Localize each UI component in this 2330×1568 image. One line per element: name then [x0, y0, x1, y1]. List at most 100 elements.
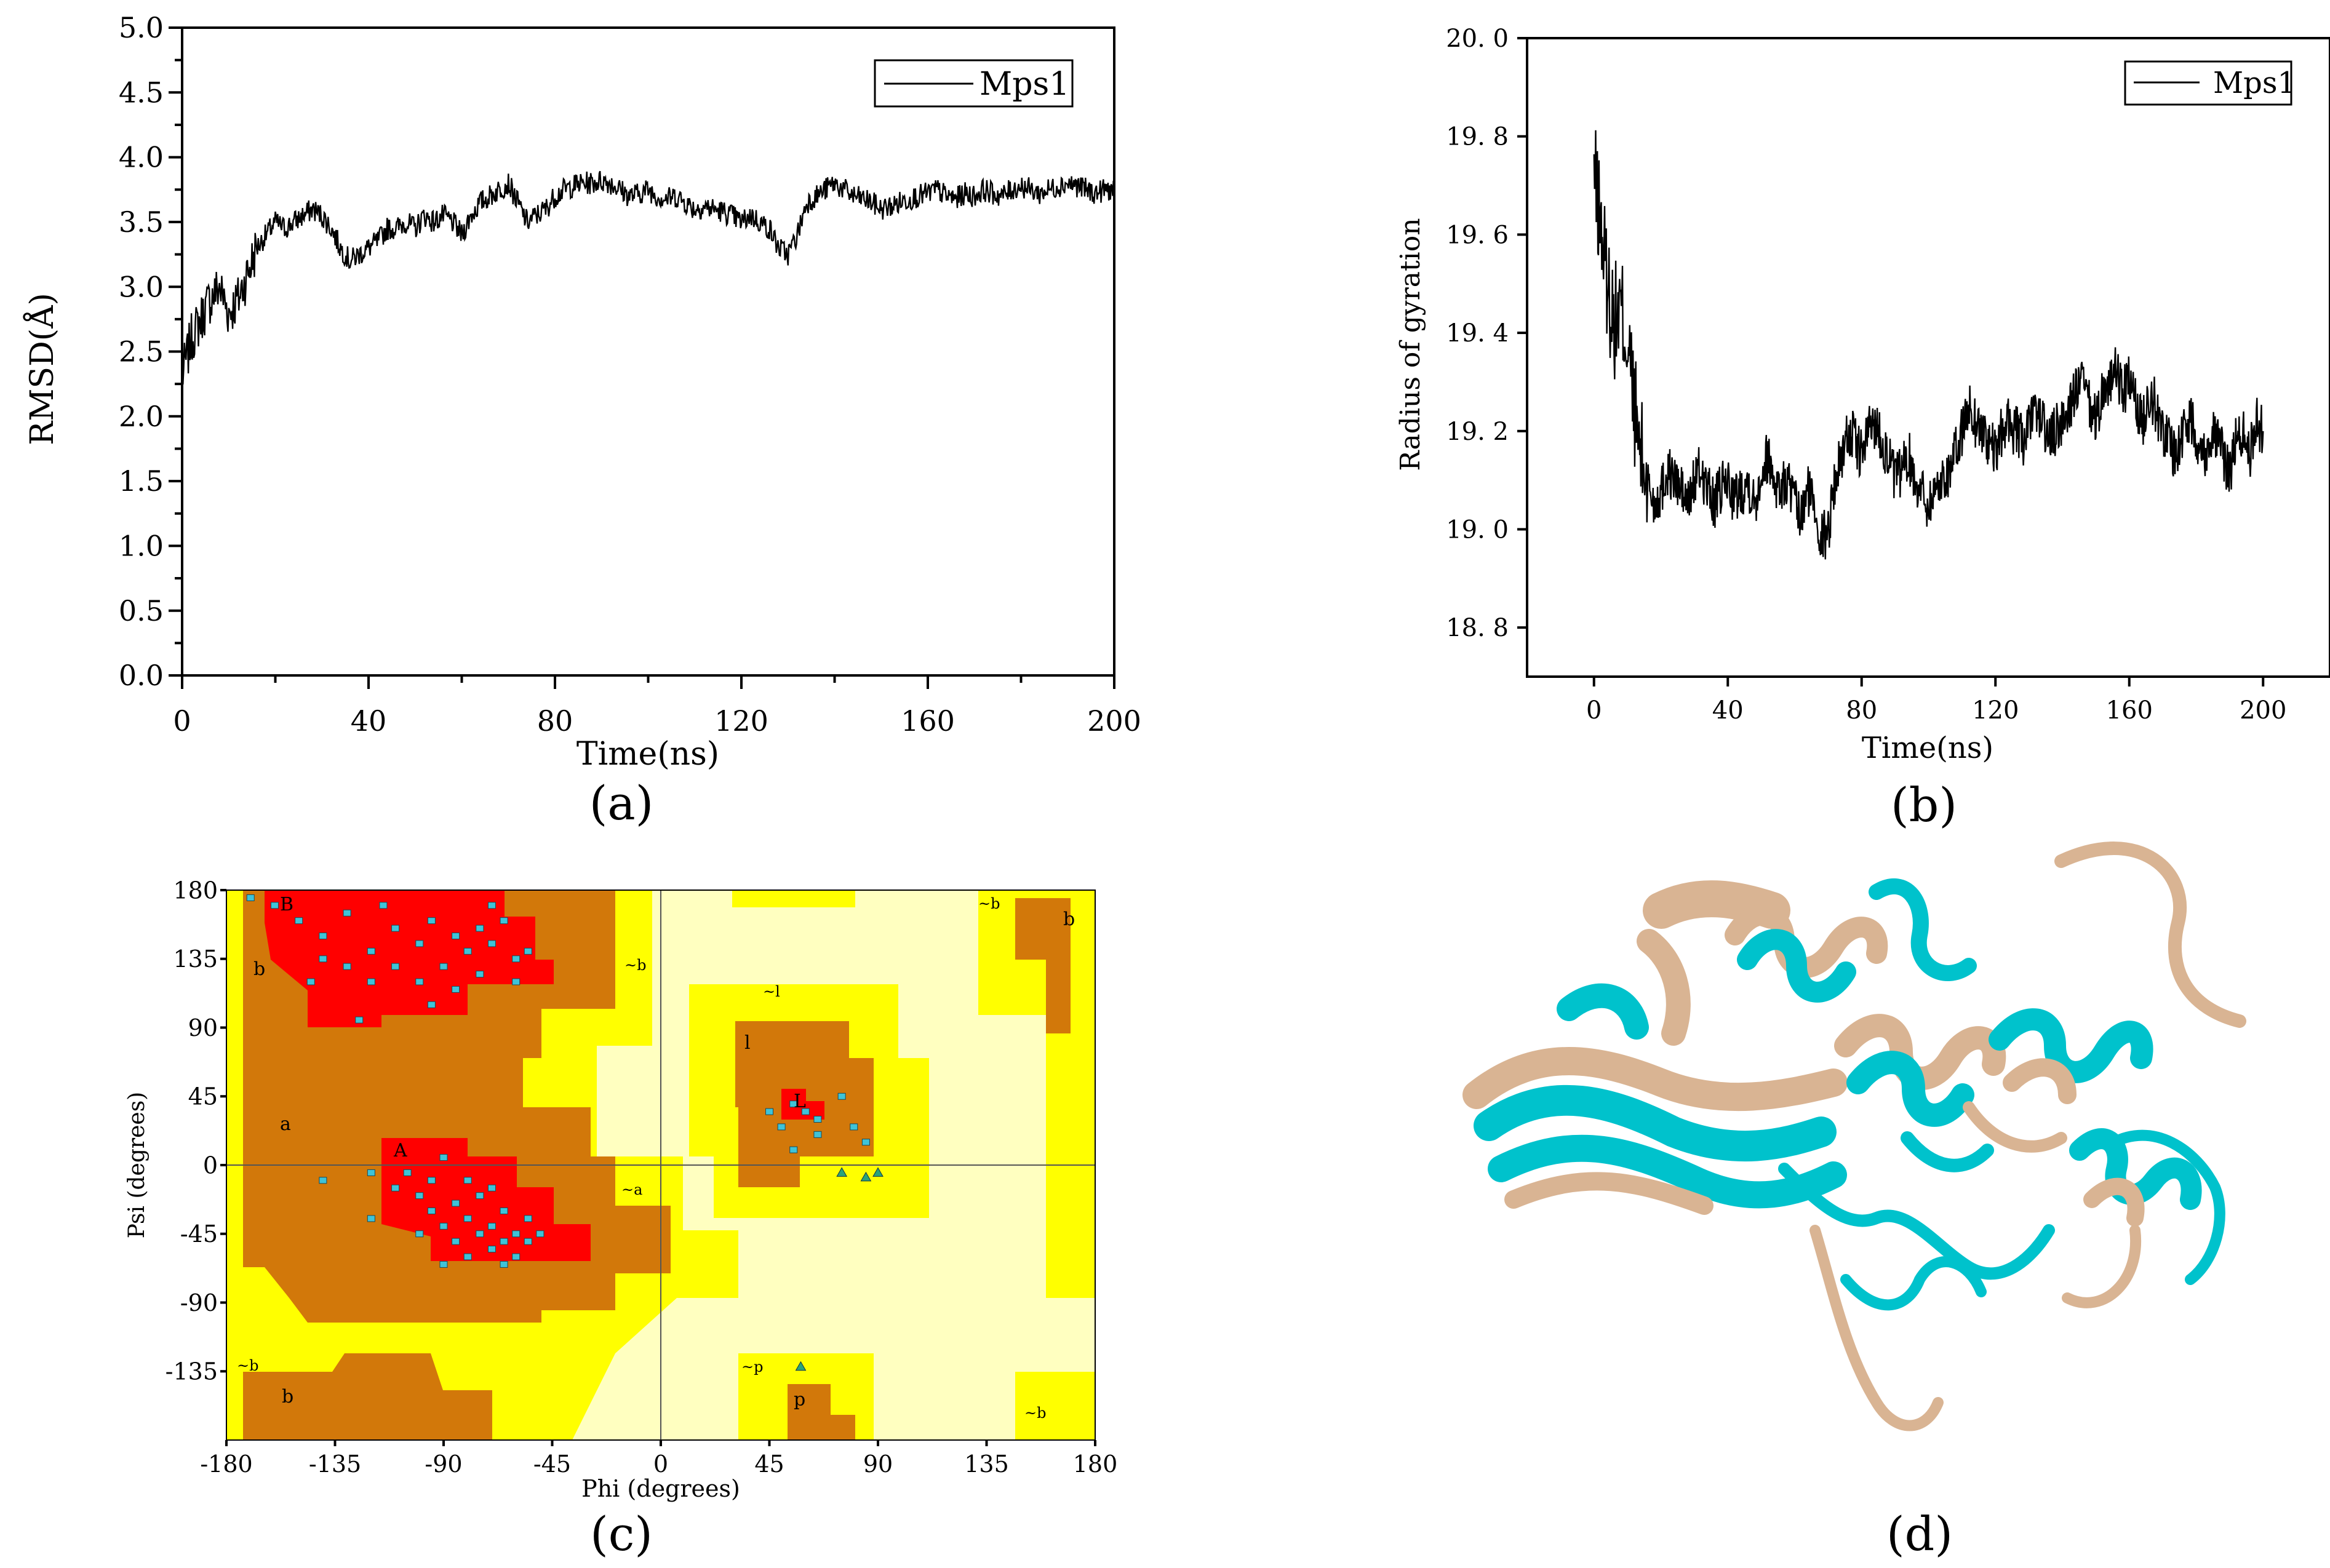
region-favoured-left-handed	[781, 1089, 824, 1120]
x-tick-label: 160	[2106, 696, 2153, 725]
region-label-L: L	[794, 1091, 806, 1112]
region-label-tilde-b: ~b	[624, 957, 646, 974]
x-tick-label: 45	[754, 1451, 784, 1478]
x-tick-label: 90	[863, 1451, 893, 1478]
panel-d: (d)	[1462, 842, 2246, 1561]
residue-point	[415, 978, 424, 985]
y-tick-label: 19. 6	[1446, 221, 1509, 249]
panel-d-caption: (d)	[1886, 1506, 1953, 1561]
region-label-p: p	[794, 1389, 805, 1411]
residue-point	[476, 925, 484, 932]
region-label-A: A	[393, 1140, 407, 1161]
residue-point	[476, 971, 484, 978]
residue-point	[837, 1092, 846, 1100]
residue-point	[367, 947, 375, 955]
x-tick-label: 40	[1712, 696, 1744, 725]
panel-c-ticks: -180 -135 -90 -45 0 45 90 135 180 -135 -90 -45 0 45 90…	[166, 877, 1118, 1478]
panel-a-x-label: Time(ns)	[577, 736, 719, 773]
panel-a-caption: (a)	[589, 776, 654, 830]
x-tick-label: -45	[533, 1451, 571, 1478]
residue-point	[367, 978, 375, 985]
x-tick-label: 80	[537, 704, 573, 738]
y-tick-label: 3.0	[119, 270, 164, 303]
residue-point	[306, 978, 315, 985]
residue-point	[463, 1177, 472, 1184]
region-label-tilde-b-lower-right: ~b	[1024, 1404, 1046, 1422]
residue-point	[295, 917, 303, 925]
region-label-tilde-b-right: ~b	[978, 895, 1000, 912]
residue-point	[452, 985, 460, 993]
residue-point	[512, 978, 521, 985]
residue-point	[391, 925, 400, 932]
x-tick-label: 200	[2240, 696, 2286, 725]
panel-b: 0 40 80 120 160 200 18. 8 19. 0 19. 2 19. 4 19. 6 1…	[1395, 25, 2330, 832]
residue-point	[270, 902, 279, 909]
residue-point	[367, 1215, 375, 1222]
residue-point	[476, 1230, 484, 1238]
panel-b-x-label: Time(ns)	[1862, 731, 1993, 765]
panel-b-frame	[1526, 37, 2330, 678]
residue-point	[524, 1215, 532, 1222]
region-label-b: b	[253, 958, 265, 980]
x-tick-label: 120	[1972, 696, 2019, 725]
residue-point	[487, 1222, 496, 1230]
residue-point	[476, 1192, 484, 1200]
y-tick-label: 1.5	[119, 464, 164, 498]
region-generous-bottom-right	[1015, 1372, 1095, 1440]
panel-a-ticks: 0 40 80 120 160 200 0.0 0.5 1.0 1.5 2.0 2.5 3.0 3.5 4.…	[119, 11, 1141, 738]
panel-b-legend: Mps1	[2124, 60, 2296, 106]
y-tick-label: 0.0	[119, 659, 164, 692]
residue-point	[343, 909, 351, 917]
panel-a-y-label: RMSD(Å)	[23, 293, 61, 445]
residue-point	[789, 1100, 798, 1108]
residue-point	[500, 1260, 508, 1268]
residue-point	[813, 1116, 822, 1123]
y-tick-label: 180	[173, 877, 218, 904]
y-tick-label: 135	[173, 945, 218, 973]
y-tick-label: -135	[166, 1358, 218, 1385]
x-tick-label: -180	[200, 1451, 252, 1478]
glycine-point	[860, 1171, 872, 1182]
panel-c-x-label: Phi (degrees)	[581, 1475, 740, 1502]
y-tick-label: 2.5	[119, 335, 164, 368]
y-tick-label: 1.0	[119, 530, 164, 563]
panel-a-legend: Mps1	[874, 59, 1074, 108]
residue-point	[487, 902, 496, 909]
rg-trace-line	[1593, 130, 2264, 560]
residue-point	[415, 1230, 424, 1238]
x-tick-label: 0	[1586, 696, 1602, 725]
region-favoured-beta	[265, 890, 554, 1027]
x-tick-label: 160	[901, 704, 955, 738]
residue-point	[439, 1154, 448, 1161]
panel-c: -180 -135 -90 -45 0 45 90 135 180 -135 -90 -45 0 45 90…	[124, 877, 1117, 1561]
panel-b-y-label: Radius of gyration	[1395, 218, 1426, 471]
rmsd-trace-line	[182, 170, 1114, 385]
residue-point	[524, 1238, 532, 1245]
y-tick-label: 19. 4	[1446, 319, 1509, 348]
y-tick-label: 45	[188, 1083, 218, 1110]
residue-point	[500, 1208, 508, 1214]
residue-point	[500, 917, 508, 925]
region-label-tilde-p: ~p	[741, 1358, 763, 1375]
residue-point	[777, 1123, 786, 1131]
residue-point	[500, 1238, 508, 1245]
region-label-b-right: b	[1063, 909, 1075, 930]
residue-point	[512, 1230, 521, 1238]
residue-point	[367, 1169, 375, 1176]
residue-point	[319, 933, 327, 939]
panel-b-ticks: 0 40 80 120 160 200 18. 8 19. 0 19. 2 19. 4 19. 6 1…	[1446, 25, 2286, 725]
y-tick-label: -90	[180, 1289, 218, 1316]
residue-point	[861, 1139, 870, 1146]
panel-c-y-label: Psi (degrees)	[124, 1092, 150, 1238]
glycine-point	[836, 1167, 848, 1177]
y-tick-label: 3.5	[119, 205, 164, 239]
residue-point	[487, 940, 496, 947]
residue-point	[512, 1253, 521, 1260]
y-tick-label: 19. 8	[1446, 123, 1509, 151]
residue-point	[439, 1222, 448, 1230]
protein-structure-image	[1462, 842, 2246, 1431]
residue-point	[512, 955, 521, 963]
y-tick-label: 5.0	[119, 11, 164, 44]
x-tick-label: 120	[714, 704, 768, 738]
y-tick-label: 0.5	[119, 594, 164, 627]
